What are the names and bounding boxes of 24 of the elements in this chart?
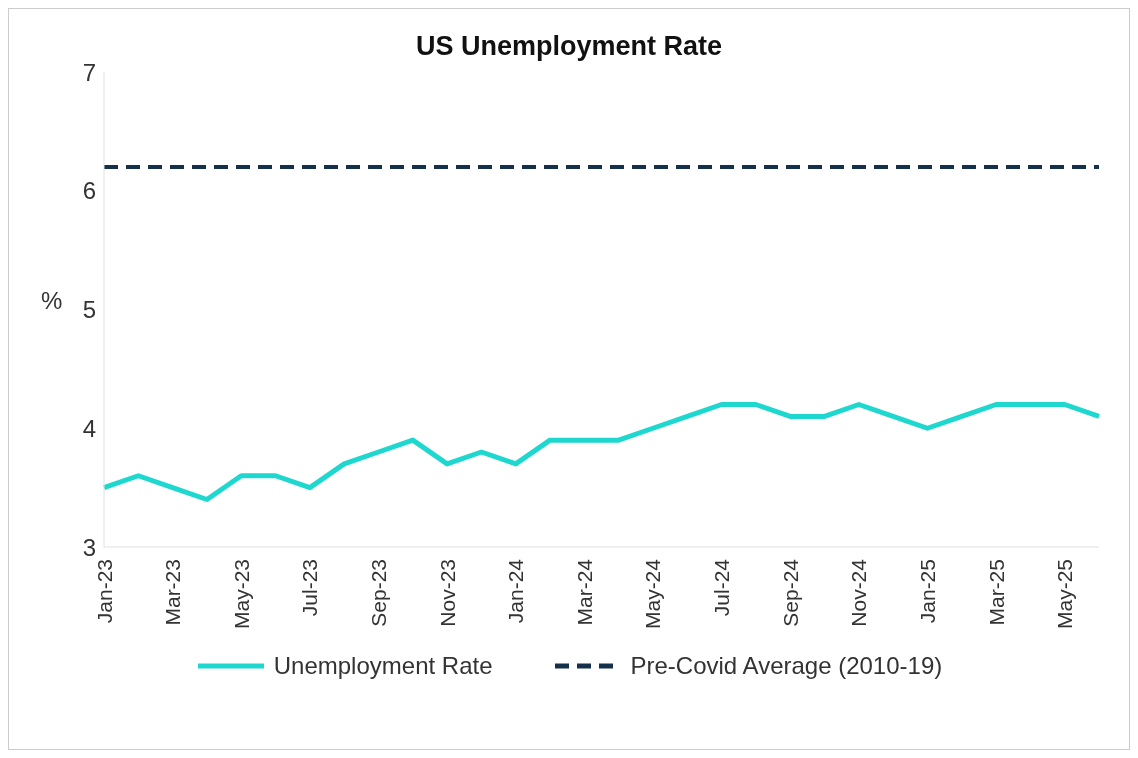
x-tick-label: Jan-25 [915,559,939,624]
x-tick-label: Jan-23 [92,559,116,624]
y-tick-label: 6 [82,177,96,205]
x-tick-label: Mar-23 [161,559,185,626]
x-tick-label: May-23 [229,559,253,630]
x-tick-label: Jul-24 [710,558,734,617]
legend-label: Pre-Covid Average (2010-19) [630,652,943,680]
x-tick-label: May-25 [1053,559,1077,630]
y-tick-label: 5 [82,296,96,324]
chart-title: US Unemployment Rate [415,31,723,61]
y-axis-title: % [41,287,63,315]
x-tick-label: Jan-24 [504,558,528,624]
x-tick-label: Jul-23 [298,559,322,617]
legend-label: Unemployment Rate [273,652,493,680]
y-tick-label: 3 [82,533,96,561]
x-tick-label: May-24 [641,558,665,630]
y-tick-label: 7 [82,58,96,86]
x-tick-label: Sep-23 [366,559,390,627]
x-tick-label: Mar-25 [984,559,1008,626]
x-tick-label: Nov-23 [435,559,459,627]
x-tick-label: Mar-24 [572,558,596,626]
x-tick-label: Nov-24 [847,558,871,627]
y-tick-label: 4 [82,414,96,442]
x-tick-label: Sep-24 [778,558,802,627]
